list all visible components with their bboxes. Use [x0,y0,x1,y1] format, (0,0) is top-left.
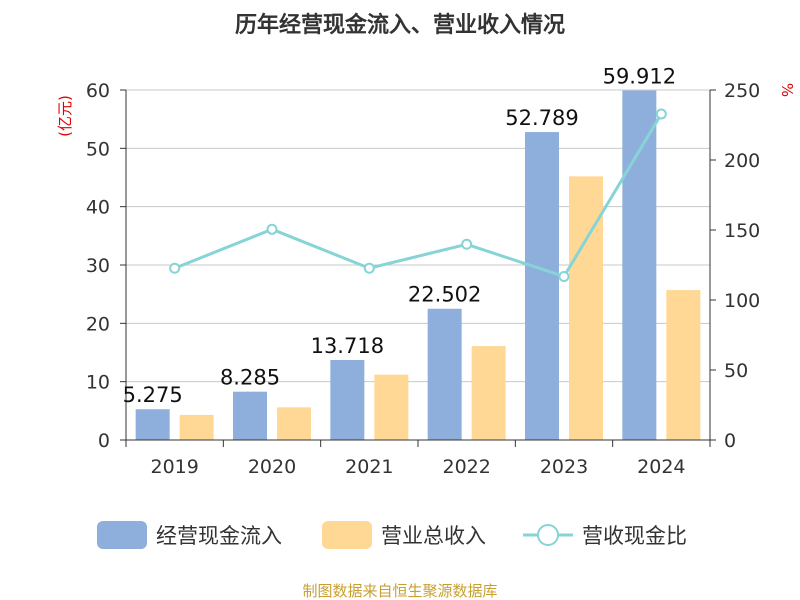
ratio-line [169,108,667,282]
bar-revenue [471,346,506,440]
bar-revenue [179,414,214,440]
x-tick-label: 2020 [248,456,296,478]
ratio-point [363,262,375,274]
bar-value-label: 52.789 [505,106,578,130]
y-left-tick-label: 20 [86,313,110,335]
y-right-tick-label: 150 [724,220,760,242]
bar-value-label: 22.502 [408,283,481,307]
x-tick-label: 2024 [637,456,685,478]
y-left-tick-label: 30 [86,255,110,277]
y-right-tick-label: 200 [724,150,760,172]
bar-cash-inflow [427,308,462,440]
y-left-tick-label: 60 [86,80,110,102]
x-tick-label: 2019 [150,456,198,478]
ratio-line-path [174,113,663,279]
y-left-tick-label: 0 [98,430,110,452]
bar-revenue [666,290,701,440]
bar-value-label: 13.718 [311,334,384,358]
y-left-tick-label: 10 [86,372,110,394]
legend-swatch-revenue [322,521,372,549]
ratio-point [266,223,278,235]
bar-value-label: 5.275 [123,383,183,407]
bars [135,90,701,441]
bar-revenue [569,176,603,441]
x-tick-label: 2023 [540,456,588,478]
bar-cash-inflow [525,132,559,441]
legend-marker-ratio [537,524,559,546]
y-right-tick-label: 50 [724,360,748,382]
axes: 0 10 20 30 40 50 60 0 50 100 150 200 250 2019 2020 2021… [86,80,760,478]
ratio-point [655,108,667,120]
y-right-tick-label: 0 [724,430,736,452]
legend-label-cash-inflow: 经营现金流入 [156,524,282,548]
bar-cash-inflow [622,90,657,440]
y-left-unit: (亿元) [56,95,74,137]
bar-value-label: 8.285 [220,366,280,390]
bar-revenue [277,407,311,440]
source-note: 制图数据来自恒生聚源数据库 [302,582,497,600]
ratio-point [169,262,181,274]
bar-revenue [374,374,409,440]
legend-label-ratio: 营收现金比 [582,524,687,548]
bar-labels: 5.275 8.285 13.718 22.502 52.789 59.912 [123,65,676,408]
y-right-tick-label: 250 [724,80,760,102]
bar-cash-inflow [233,391,267,440]
ratio-point [461,238,473,250]
x-tick-label: 2022 [442,456,490,478]
bar-cash-inflow [135,409,170,440]
legend-swatch-cash-inflow [97,521,147,549]
y-right-unit: % [778,83,796,97]
bar-value-label: 59.912 [603,65,676,89]
x-tick-label: 2021 [345,456,393,478]
legend-label-revenue: 营业总收入 [381,524,486,548]
bar-cash-inflow [330,359,365,440]
grid [126,89,710,383]
ratio-point [558,270,570,282]
legend: 经营现金流入 营业总收入 营收现金比 [97,521,687,549]
y-left-tick-label: 40 [86,197,110,219]
chart-title: 历年经营现金流入、营业收入情况 [235,12,565,38]
y-right-tick-label: 100 [724,290,760,312]
y-left-tick-label: 50 [86,138,110,160]
